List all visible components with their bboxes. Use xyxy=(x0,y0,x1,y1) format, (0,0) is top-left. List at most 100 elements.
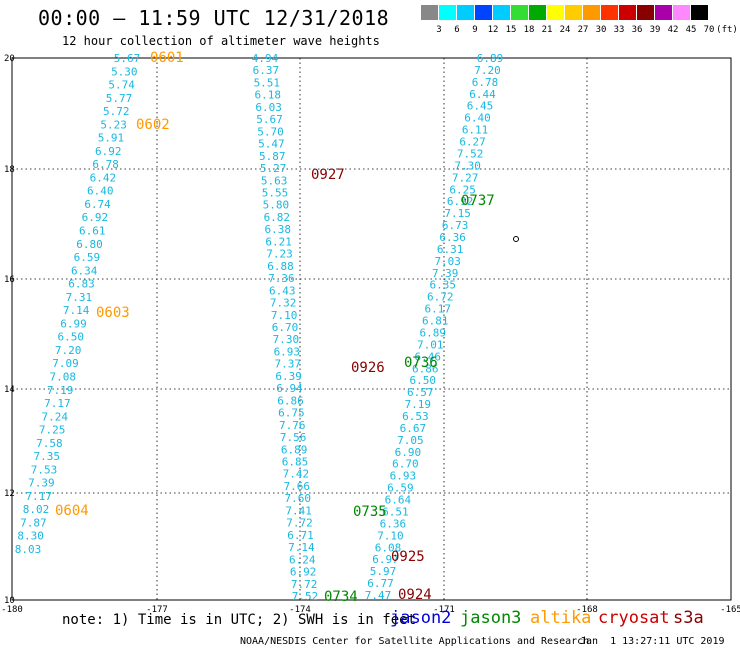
scale-swatch xyxy=(439,5,456,20)
legend-altika: altika xyxy=(530,608,592,628)
wave-height-value: 6.89 xyxy=(281,443,308,456)
orbit-label: 0736 xyxy=(404,355,438,371)
wave-height-value: 6.40 xyxy=(87,185,114,198)
wave-height-value: 7.31 xyxy=(66,291,93,304)
wave-height-value: 7.52 xyxy=(292,590,319,603)
wave-height-value: 5.67 xyxy=(114,52,141,65)
wave-height-value: 7.39 xyxy=(432,267,459,280)
wave-height-value: 7.30 xyxy=(273,333,300,346)
scale-label: 24 xyxy=(559,25,571,35)
wave-height-value: 7.20 xyxy=(474,64,501,77)
scale-swatch xyxy=(655,5,672,20)
scale-swatch xyxy=(637,5,654,20)
wave-height-value: 6.59 xyxy=(74,251,101,264)
wave-height-value: 7.72 xyxy=(291,578,318,591)
scale-label: 30 xyxy=(595,25,607,35)
wave-height-value: 5.55 xyxy=(262,187,289,200)
lon-tick-label: -171 xyxy=(433,605,455,615)
wave-height-value: 6.17 xyxy=(424,303,451,316)
wave-height-value: 6.08 xyxy=(375,541,402,554)
wave-height-value: 7.39 xyxy=(28,477,55,490)
lon-tick-label: -180 xyxy=(1,605,23,615)
wave-height-value: 7.17 xyxy=(44,397,71,410)
lon-tick-label: -177 xyxy=(146,605,168,615)
wave-height-value: 6.78 xyxy=(92,158,119,171)
wave-height-value: 7.30 xyxy=(454,159,481,172)
wave-height-value: 6.24 xyxy=(289,553,316,566)
wave-height-value: 7.56 xyxy=(280,431,307,444)
lat-tick-label: 20 xyxy=(4,54,15,64)
wave-height-value: 6.25 xyxy=(449,183,476,196)
wave-height-value: 5.30 xyxy=(111,65,138,78)
wave-height-value: 7.14 xyxy=(63,304,90,317)
wave-height-value: 6.70 xyxy=(272,321,299,334)
wave-height-value: 6.50 xyxy=(58,331,85,344)
wave-height-value: 7.41 xyxy=(285,504,312,517)
wave-height-value: 6.83 xyxy=(68,278,95,291)
wave-height-value: 6.90 xyxy=(395,446,422,459)
scale-swatch xyxy=(547,5,564,20)
wave-height-value: 6.99 xyxy=(60,317,87,330)
wave-height-value: 7.72 xyxy=(286,517,313,530)
legend-jason2: jason2 xyxy=(390,608,452,628)
wave-height-value: 6.51 xyxy=(382,505,409,518)
wave-height-value: 7.35 xyxy=(33,450,60,463)
scale-swatch xyxy=(565,5,582,20)
wave-height-value: 6.50 xyxy=(410,374,437,387)
wave-height-value: 6.57 xyxy=(407,386,434,399)
wave-height-value: 7.10 xyxy=(271,309,298,322)
wave-height-value: 6.74 xyxy=(84,198,111,211)
wave-height-value: 5.87 xyxy=(259,150,286,163)
wave-height-value: 8.30 xyxy=(17,530,44,543)
wave-height-value: 7.66 xyxy=(284,480,311,493)
wave-height-value: 6.38 xyxy=(264,223,291,236)
scale-label: 3 xyxy=(436,25,442,35)
wave-height-value: 7.05 xyxy=(397,434,424,447)
orbit-label: 0603 xyxy=(96,305,130,321)
wave-height-value: 6.92 xyxy=(95,145,122,158)
wave-height-value: 6.72 xyxy=(427,291,454,304)
wave-height-value: 6.94 xyxy=(276,382,303,395)
legend-jason3: jason3 xyxy=(460,608,522,628)
wave-height-value: 6.88 xyxy=(267,260,294,273)
scale-swatch xyxy=(601,5,618,20)
credit-text: NOAA/NESDIS Center for Satellite Applica… xyxy=(240,636,590,647)
wave-height-value: 7.32 xyxy=(270,297,297,310)
wave-height-value: 7.23 xyxy=(266,248,293,261)
scale-label: 39 xyxy=(649,25,661,35)
wave-height-value: 6.21 xyxy=(265,235,292,248)
wave-height-value: 5.63 xyxy=(261,174,288,187)
wave-height-value: 6.78 xyxy=(472,76,499,89)
wave-height-value: 7.01 xyxy=(417,338,444,351)
scale-label: 27 xyxy=(577,25,589,35)
wave-height-value: 5.91 xyxy=(98,132,125,145)
wave-height-value: 6.89 xyxy=(420,326,447,339)
wave-height-value: 8.02 xyxy=(23,503,50,516)
wave-height-value: 5.67 xyxy=(256,113,283,126)
wave-height-value: 6.71 xyxy=(287,529,314,542)
wave-height-value: 7.58 xyxy=(36,437,63,450)
scale-label: 70 xyxy=(703,25,715,35)
scale-swatch xyxy=(421,5,438,20)
wave-height-value: 5.51 xyxy=(254,76,281,89)
wave-height-value: 5.23 xyxy=(100,118,127,131)
wave-height-value: 7.25 xyxy=(39,424,66,437)
lat-tick-label: 10 xyxy=(4,596,15,606)
wave-height-value: 6.77 xyxy=(367,577,394,590)
wave-height-value: 7.08 xyxy=(50,370,77,383)
legend-s3a: s3a xyxy=(673,608,704,628)
wave-height-value: 8.03 xyxy=(15,543,42,556)
lat-tick-label: 12 xyxy=(4,489,15,499)
wave-height-value: 7.52 xyxy=(457,147,484,160)
orbit-label: 0924 xyxy=(398,587,432,603)
wave-height-value: 5.72 xyxy=(103,105,130,118)
units-note: note: 1) Time is in UTC; 2) SWH is in fe… xyxy=(62,612,417,628)
wave-height-value: 7.15 xyxy=(444,207,471,220)
wave-height-value: 6.86 xyxy=(277,394,304,407)
island-marker xyxy=(513,236,519,242)
wave-height-value: 5.80 xyxy=(263,199,290,212)
scale-label: 12 xyxy=(487,25,499,35)
scale-swatch xyxy=(619,5,636,20)
wave-height-value: 7.53 xyxy=(31,463,58,476)
